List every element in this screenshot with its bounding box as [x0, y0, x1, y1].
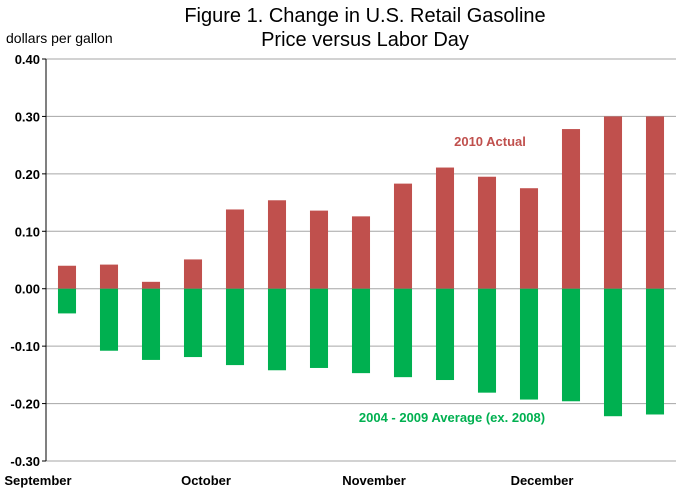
y-tick-label: -0.10: [10, 339, 40, 354]
bar-2004-2009-average: [351, 288, 371, 374]
chart-title: Figure 1. Change in U.S. Retail Gasoline…: [140, 4, 590, 52]
bar-2004-2009-average: [435, 288, 455, 381]
annotation-2010-actual: 2010 Actual: [454, 134, 526, 149]
bar-2010-actual: [561, 129, 581, 289]
y-axis-label: dollars per gallon: [6, 30, 113, 46]
bar-2004-2009-average: [603, 288, 623, 417]
bar-2004-2009-average: [99, 288, 119, 351]
bar-2004-2009-average: [645, 288, 665, 415]
bar-2010-actual: [183, 259, 203, 289]
bar-2010-actual: [645, 116, 665, 289]
y-tick-label: -0.30: [10, 454, 40, 469]
bar-2010-actual: [435, 167, 455, 289]
bar-2004-2009-average: [477, 288, 497, 393]
bar-2004-2009-average: [225, 288, 245, 366]
x-month-label: December: [511, 473, 574, 488]
bar-2010-actual: [99, 264, 119, 289]
annotation-average: 2004 - 2009 Average (ex. 2008): [359, 410, 545, 425]
bar-2010-actual: [267, 200, 287, 289]
bar-2010-actual: [57, 265, 77, 289]
bar-2004-2009-average: [519, 288, 539, 400]
bar-2010-actual: [309, 210, 329, 289]
bar-2010-actual: [603, 116, 623, 289]
y-tick-label: 0.40: [15, 52, 40, 67]
y-tick-label: 0.00: [15, 282, 40, 297]
bar-2004-2009-average: [183, 288, 203, 358]
y-tick-label: 0.20: [15, 167, 40, 182]
bar-2010-actual: [477, 176, 497, 289]
y-tick-label: 0.10: [15, 224, 40, 239]
bar-2010-actual: [519, 188, 539, 289]
x-month-label: September: [4, 473, 71, 488]
bar-2004-2009-average: [393, 288, 413, 378]
bar-2004-2009-average: [267, 288, 287, 371]
x-month-label: November: [342, 473, 406, 488]
bar-2010-actual: [351, 216, 371, 289]
chart-title-line2: Price versus Labor Day: [261, 29, 469, 51]
x-month-label: October: [181, 473, 231, 488]
y-tick-label: 0.30: [15, 109, 40, 124]
bar-2004-2009-average: [141, 288, 161, 360]
bar-2004-2009-average: [57, 288, 77, 314]
bar-2004-2009-average: [561, 288, 581, 402]
bar-2010-actual: [141, 281, 161, 289]
chart-title-line1: Figure 1. Change in U.S. Retail Gasoline: [184, 5, 546, 27]
bar-2004-2009-average: [309, 288, 329, 368]
bar-2010-actual: [225, 209, 245, 289]
bar-2010-actual: [393, 183, 413, 289]
y-tick-label: -0.20: [10, 397, 40, 412]
